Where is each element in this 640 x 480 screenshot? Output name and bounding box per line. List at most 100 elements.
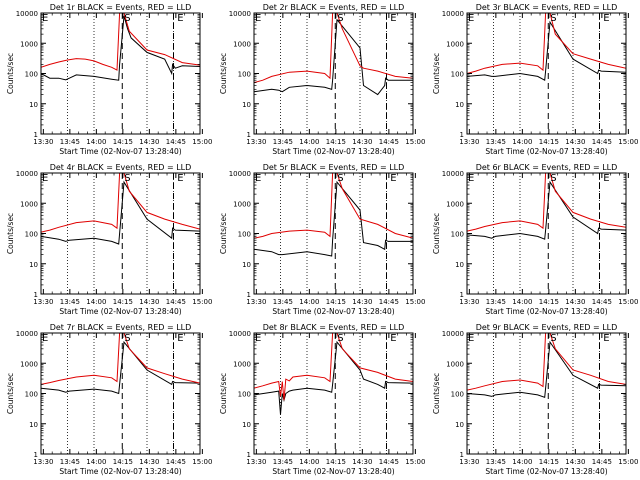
x-tick-label: 14:30: [352, 458, 372, 466]
x-axis-title: Start Time (02-Nov-07 13:28:40): [272, 307, 394, 316]
series-events-line: [41, 15, 200, 81]
marker-start-label: E: [42, 173, 48, 184]
x-tick-label: 13:30: [459, 298, 479, 306]
y-tick-label: 10: [242, 261, 251, 269]
marker-start-label: E: [42, 333, 48, 344]
x-tick-label: 13:30: [246, 298, 266, 306]
x-tick-label: 13:30: [459, 458, 479, 466]
marker-s-label: S: [124, 13, 130, 24]
y-tick-label: 10: [242, 421, 251, 429]
marker-s-label: S: [337, 333, 343, 344]
chart-title: Det 7r BLACK = Events, RED = LLD: [50, 323, 192, 332]
y-tick-label: 100: [238, 71, 251, 79]
x-tick-label: 13:45: [273, 458, 293, 466]
y-tick-label: 1000: [20, 360, 38, 368]
y-axis-title: Counts/sec: [432, 373, 441, 414]
x-axis-title: Start Time (02-Nov-07 13:28:40): [485, 147, 607, 156]
y-axis-title: Counts/sec: [219, 53, 228, 94]
detector-panel: Det 2r BLACK = Events, RED = LLD E S E 1 10 10…: [213, 0, 426, 160]
marker-e-label: E: [177, 333, 183, 344]
marker-start-label: E: [468, 333, 474, 344]
x-tick-label: 15:00: [192, 298, 212, 306]
chart-title: Det 2r BLACK = Events, RED = LLD: [263, 3, 405, 12]
y-tick-label: 10: [455, 421, 464, 429]
y-tick-label: 1: [460, 131, 464, 139]
y-tick-label: 1: [460, 291, 464, 299]
y-tick-label: 10: [29, 261, 38, 269]
y-tick-label: 1: [34, 131, 38, 139]
series-events-line: [254, 18, 413, 96]
y-tick-label: 100: [451, 71, 464, 79]
x-tick-label: 13:45: [486, 138, 506, 146]
chart-title: Det 5r BLACK = Events, RED = LLD: [263, 163, 405, 172]
series-events-line: [467, 20, 626, 81]
x-tick-label: 13:45: [60, 458, 80, 466]
y-tick-label: 10000: [229, 10, 251, 18]
marker-e-label: E: [390, 13, 396, 24]
x-tick-label: 14:45: [166, 138, 186, 146]
marker-e-label: E: [603, 333, 609, 344]
marker-start-label: E: [255, 333, 261, 344]
x-tick-label: 13:45: [60, 298, 80, 306]
marker-start-label: E: [42, 13, 48, 24]
x-tick-label: 14:00: [512, 298, 532, 306]
y-tick-label: 10: [29, 101, 38, 109]
y-axis-title: Counts/sec: [219, 213, 228, 254]
y-tick-label: 1000: [446, 40, 464, 48]
y-tick-label: 1000: [446, 360, 464, 368]
plot-frame: [40, 332, 201, 455]
plot-frame: [466, 172, 627, 295]
x-tick-label: 14:15: [326, 458, 346, 466]
x-tick-label: 14:00: [86, 298, 106, 306]
x-tick-label: 13:45: [273, 138, 293, 146]
chart-title: Det 6r BLACK = Events, RED = LLD: [476, 163, 618, 172]
series-events-line: [41, 180, 200, 245]
x-tick-label: 13:30: [33, 458, 53, 466]
x-tick-label: 14:30: [565, 458, 585, 466]
x-axis-title: Start Time (02-Nov-07 13:28:40): [59, 467, 181, 476]
y-tick-label: 10: [242, 101, 251, 109]
plot-frame: [253, 332, 414, 455]
y-tick-label: 1000: [446, 200, 464, 208]
x-tick-label: 13:45: [486, 458, 506, 466]
x-tick-label: 15:00: [618, 298, 638, 306]
chart-title: Det 9r BLACK = Events, RED = LLD: [476, 323, 618, 332]
x-tick-label: 14:45: [592, 298, 612, 306]
x-tick-label: 14:00: [299, 458, 319, 466]
y-tick-label: 10000: [442, 330, 464, 338]
chart-title: Det 8r BLACK = Events, RED = LLD: [263, 323, 405, 332]
x-tick-label: 13:30: [33, 298, 53, 306]
x-tick-label: 13:30: [459, 138, 479, 146]
y-tick-label: 10000: [16, 330, 38, 338]
x-tick-label: 14:30: [139, 138, 159, 146]
x-tick-label: 13:45: [486, 298, 506, 306]
x-tick-label: 14:30: [139, 298, 159, 306]
detector-panel: Det 5r BLACK = Events, RED = LLD E S E 1 10 10…: [213, 160, 426, 320]
detector-panel: Det 3r BLACK = Events, RED = LLD E S E 1 10 10…: [426, 0, 639, 160]
y-tick-label: 100: [25, 71, 38, 79]
x-tick-label: 13:30: [246, 138, 266, 146]
x-tick-label: 13:30: [33, 138, 53, 146]
y-tick-label: 1: [34, 291, 38, 299]
y-tick-label: 1: [247, 451, 251, 459]
x-tick-label: 14:00: [299, 298, 319, 306]
marker-s-label: S: [550, 333, 556, 344]
marker-start-label: E: [468, 13, 474, 24]
x-tick-label: 14:15: [539, 298, 559, 306]
marker-s-label: S: [124, 173, 130, 184]
series-lld-line: [254, 333, 413, 401]
y-tick-label: 1000: [20, 200, 38, 208]
marker-e-label: E: [177, 173, 183, 184]
x-tick-label: 14:45: [166, 298, 186, 306]
x-tick-label: 14:15: [539, 458, 559, 466]
y-axis-title: Counts/sec: [6, 373, 15, 414]
y-axis-title: Counts/sec: [6, 213, 15, 254]
y-tick-label: 1000: [20, 40, 38, 48]
marker-start-label: E: [255, 173, 261, 184]
x-axis-title: Start Time (02-Nov-07 13:28:40): [485, 307, 607, 316]
x-tick-label: 14:30: [565, 138, 585, 146]
x-axis-title: Start Time (02-Nov-07 13:28:40): [59, 307, 181, 316]
